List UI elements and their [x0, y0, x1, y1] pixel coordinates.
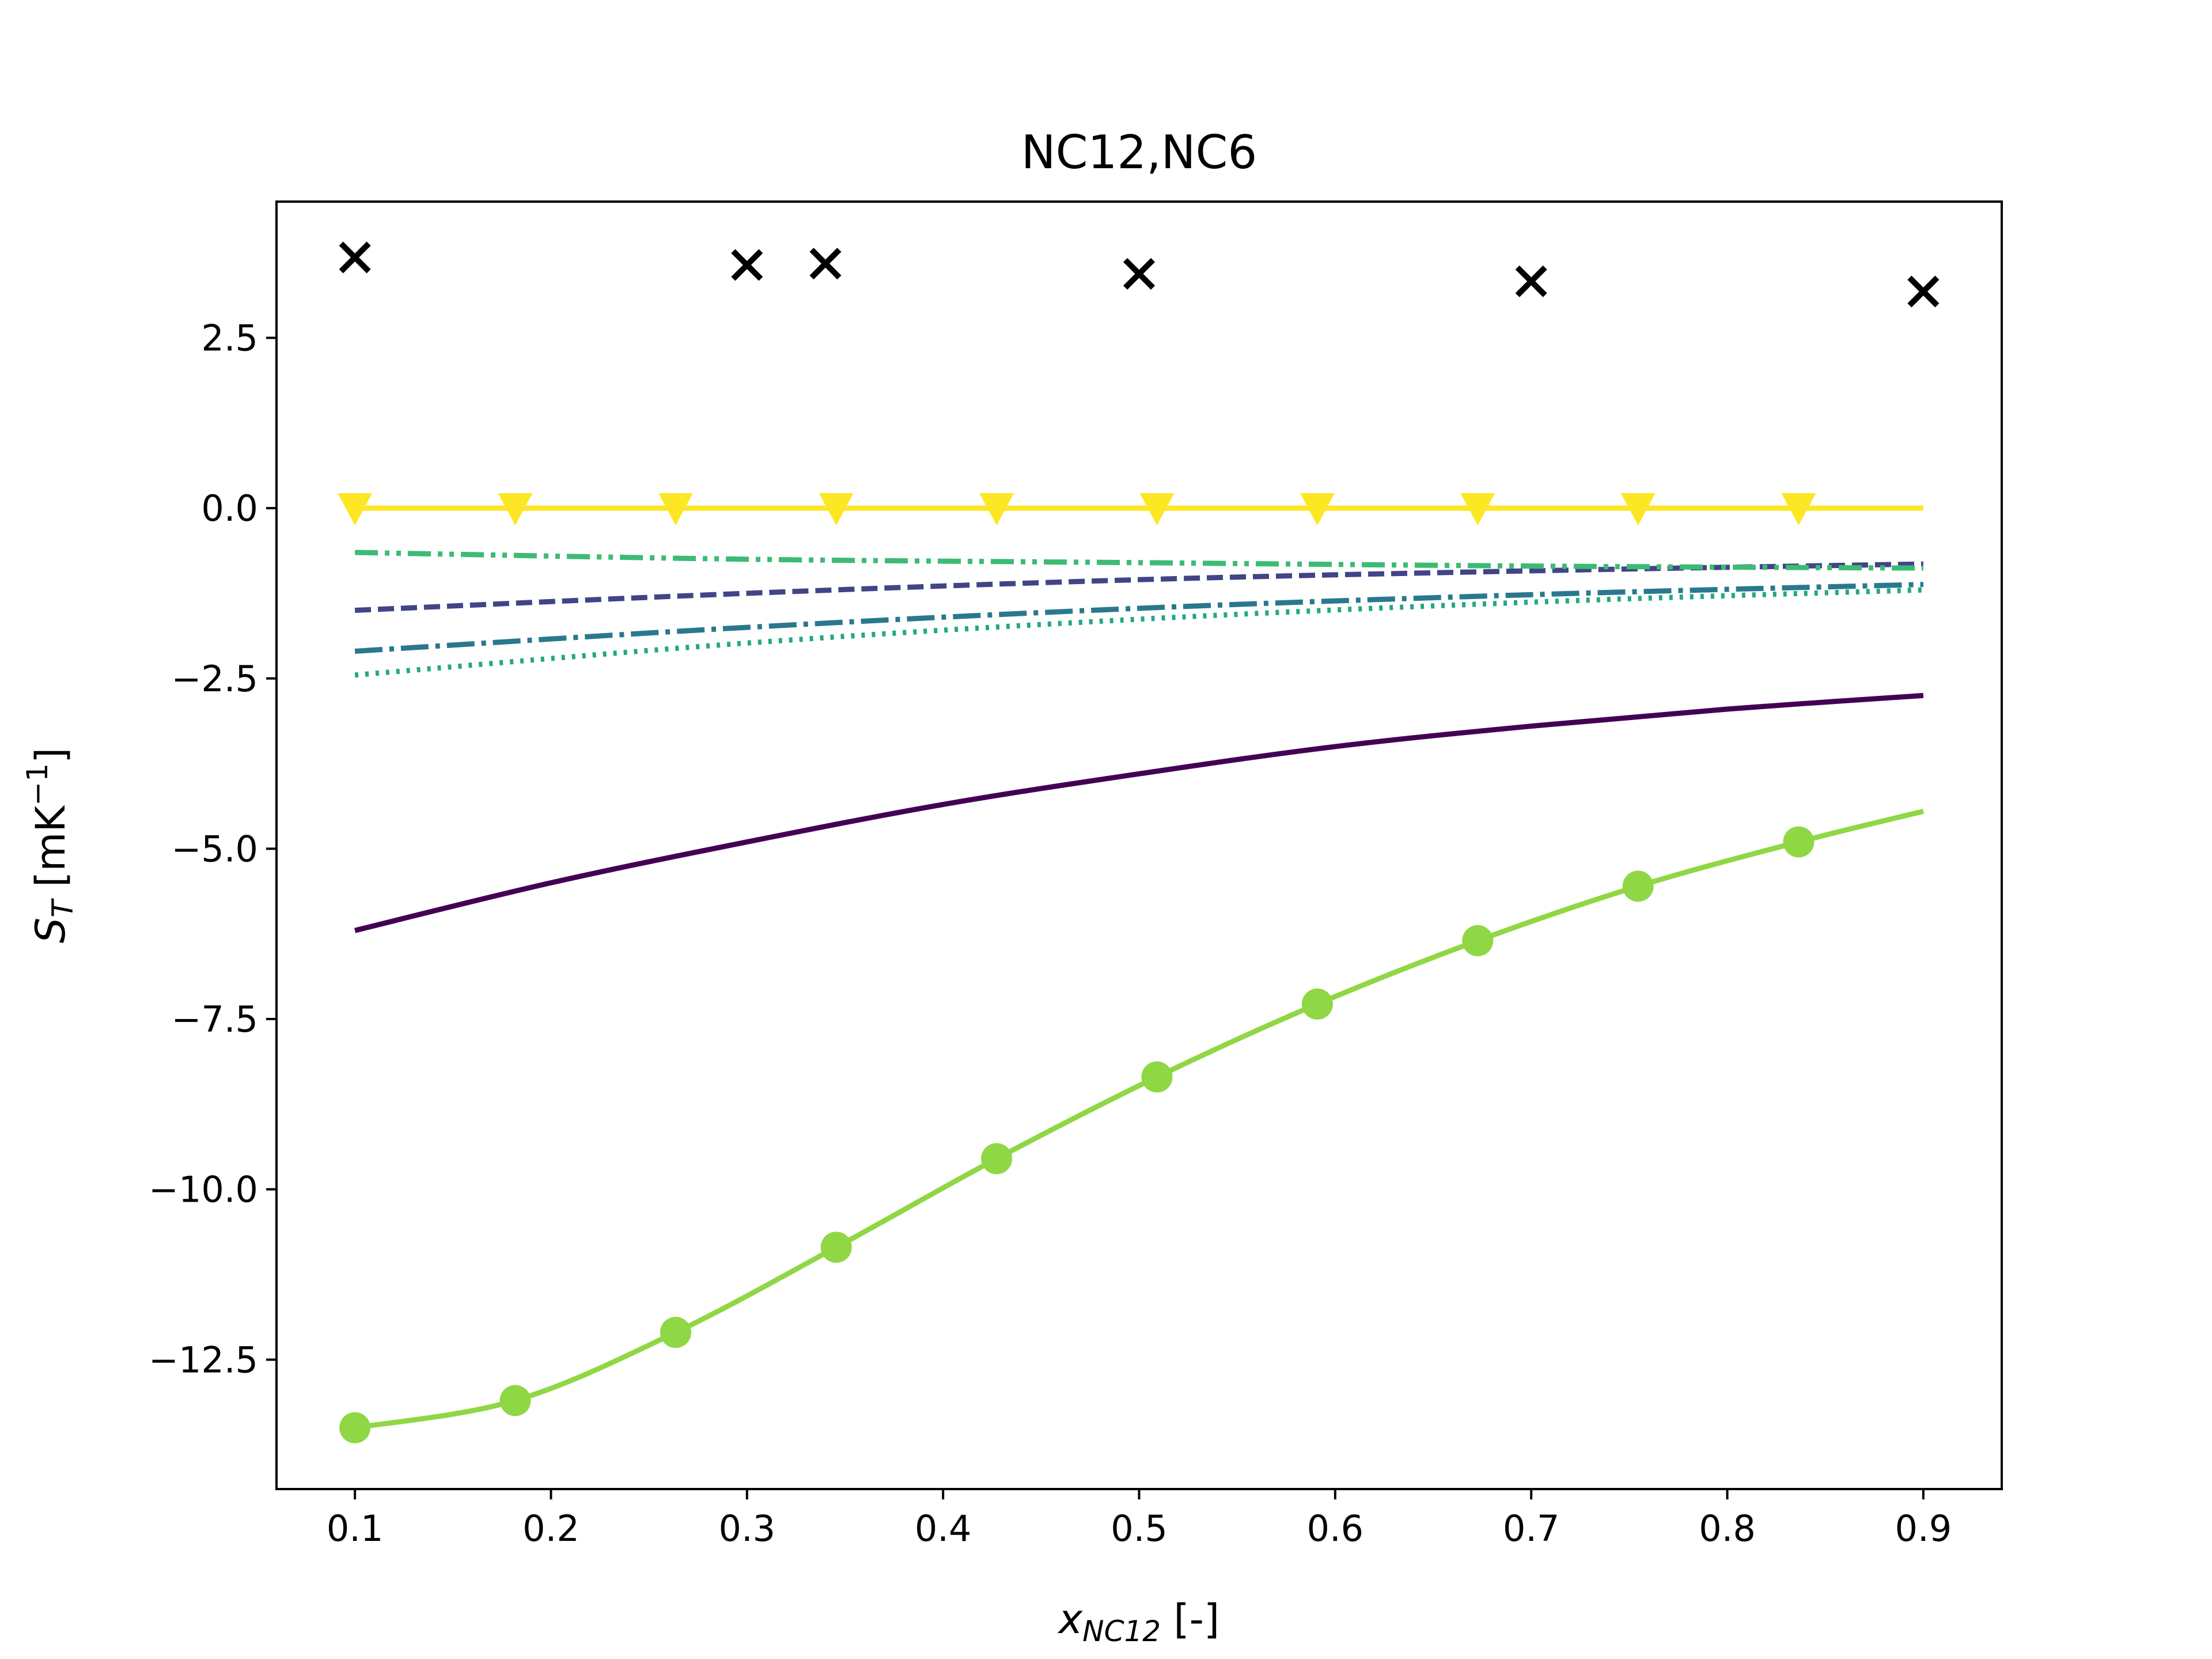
series-5-line: [355, 550, 1923, 571]
x-tick-label: 0.7: [1503, 1508, 1560, 1550]
chart-title: NC12,NC6: [1021, 126, 1257, 179]
series-6-point: [1301, 988, 1333, 1020]
series-7-point: [1620, 493, 1656, 526]
series-6-point: [339, 1412, 371, 1444]
series-7-point: [1300, 493, 1335, 526]
series-4-line: [354, 587, 1924, 678]
x-tick-label: 0.2: [522, 1508, 579, 1550]
series-8-point: [731, 249, 763, 281]
series-3-line: [354, 582, 1923, 654]
x-axis-label: xNC12 [-]: [1058, 1596, 1220, 1648]
series-6-point: [1462, 925, 1494, 957]
y-axis-label: ST [mK−1]: [21, 748, 79, 944]
series-8-point: [1123, 257, 1156, 290]
plot-area: [338, 241, 1940, 1444]
x-tick-label: 0.9: [1895, 1508, 1952, 1550]
series-7-point: [979, 493, 1014, 526]
series-7-point: [658, 493, 693, 526]
y-tick-label: 0.0: [201, 487, 258, 529]
series-6-point: [820, 1232, 852, 1263]
series-6-point: [981, 1143, 1013, 1175]
series-7-point: [1781, 493, 1816, 526]
series-6-point: [1622, 870, 1654, 902]
series-7-point: [498, 493, 533, 526]
x-tick-label: 0.3: [719, 1508, 776, 1550]
x-tick-label: 0.5: [1111, 1508, 1168, 1550]
x-tick-label: 0.4: [915, 1508, 972, 1550]
y-tick-label: −10.0: [149, 1169, 258, 1211]
x-tick-label: 0.8: [1699, 1508, 1756, 1550]
y-tick-label: −7.5: [171, 998, 258, 1040]
series-6-point: [660, 1317, 691, 1349]
series-7-point: [1139, 493, 1175, 526]
y-tick-label: −5.0: [171, 828, 258, 870]
series-6-point: [1141, 1061, 1173, 1093]
series-8-point: [1907, 275, 1940, 308]
series-7-point: [1460, 493, 1495, 526]
series-7-point: [819, 493, 854, 526]
y-tick-label: 2.5: [201, 317, 258, 359]
series-6-point: [1783, 826, 1815, 858]
series-6-point: [499, 1385, 531, 1416]
x-tick-label: 0.1: [327, 1508, 384, 1550]
series-7-point: [338, 493, 373, 526]
series-1-line: [354, 692, 1924, 933]
y-tick-label: −2.5: [171, 658, 258, 700]
series-8-point: [809, 248, 842, 280]
ticks: 0.1 0.2 0.3 0.4 0.5 0.6 0.7 0.8 0.9 2.5 0.0 −2.5 −5.…: [149, 317, 1952, 1550]
x-tick-label: 0.6: [1307, 1508, 1364, 1550]
y-tick-label: −12.5: [149, 1339, 258, 1381]
series-8-point: [1515, 265, 1547, 297]
series-8-point: [339, 241, 371, 274]
